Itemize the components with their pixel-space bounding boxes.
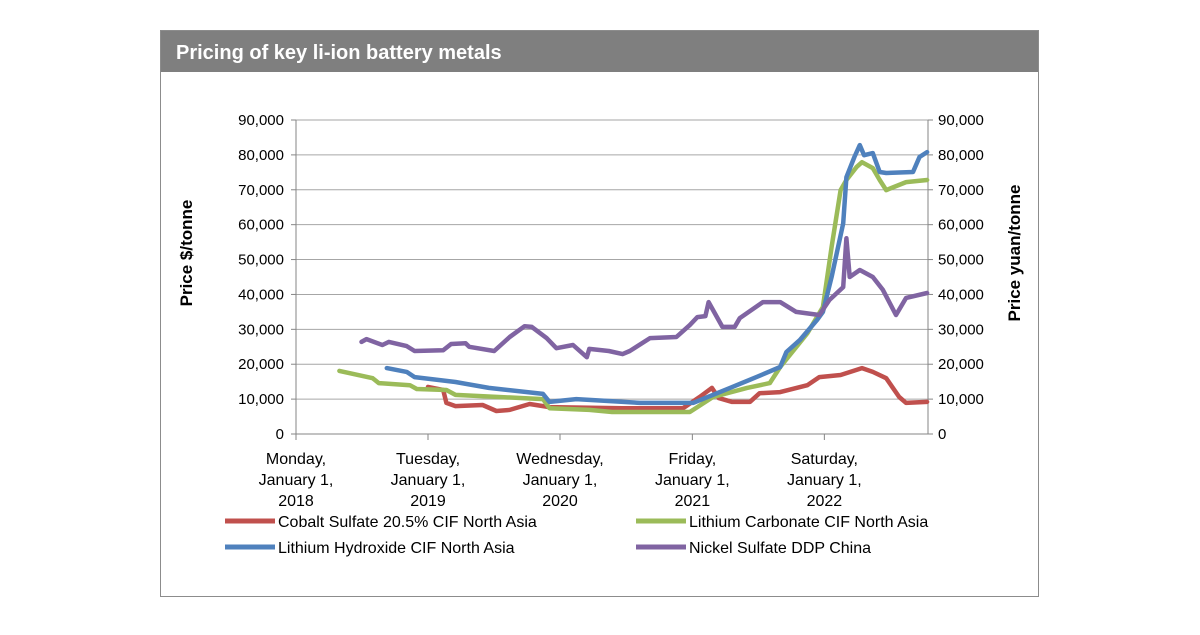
x-tick-label-line: January 1, (391, 472, 466, 489)
y-tick-label-right: 20,000 (938, 356, 984, 373)
x-tick-label-line: January 1, (523, 472, 598, 489)
x-tick-label-line: 2021 (675, 493, 711, 510)
y-tick-label-right: 90,000 (938, 112, 984, 129)
y-tick-label-right: 60,000 (938, 217, 984, 234)
title-bar (161, 31, 1038, 72)
x-tick-label: Monday, January 1, 2018 (259, 451, 334, 510)
x-tick-label: Friday, January 1, 2021 (655, 451, 730, 510)
y-tick-label-right: 50,000 (938, 252, 984, 269)
y-tick-label-right: 80,000 (938, 147, 984, 164)
y-axis-title-left: Price $/tonne (177, 200, 196, 307)
y-tick-label-left: 50,000 (238, 252, 284, 269)
y-tick-label-right: 70,000 (938, 182, 984, 199)
y-tick-label-right: 0 (938, 426, 946, 443)
y-tick-label-left: 90,000 (238, 112, 284, 129)
legend-label: Nickel Sulfate DDP China (689, 540, 871, 557)
x-tick-label: Saturday, January 1, 2022 (787, 451, 862, 510)
y-tick-label-left: 70,000 (238, 182, 284, 199)
series-line (359, 236, 930, 360)
x-tick-label-line: Friday, (669, 451, 717, 468)
y-axis-title-right: Price yuan/tonne (1005, 185, 1024, 322)
chart-frame (160, 30, 1039, 597)
y-tick-label-left: 0 (276, 426, 284, 443)
series-line (384, 142, 930, 406)
x-tick-label-line: Saturday, (791, 451, 858, 468)
x-tick-label-line: Wednesday, (516, 451, 603, 468)
y-tick-label-right: 30,000 (938, 321, 984, 338)
y-tick-label-left: 40,000 (238, 286, 284, 303)
y-tick-label-right: 40,000 (938, 286, 984, 303)
y-tick-label-left: 30,000 (238, 321, 284, 338)
x-tick-label-line: January 1, (655, 472, 730, 489)
legend-label: Lithium Hydroxide CIF North Asia (278, 540, 515, 557)
y-tick-label-left: 60,000 (238, 217, 284, 234)
series-line (337, 159, 930, 415)
x-tick-label-line: 2020 (542, 493, 578, 510)
legend-label: Lithium Carbonate CIF North Asia (689, 514, 928, 531)
y-tick-label-left: 20,000 (238, 356, 284, 373)
x-tick-label-line: January 1, (259, 472, 334, 489)
x-tick-label-line: Monday, (266, 451, 326, 468)
chart-title: Pricing of key li-ion battery metals (176, 42, 502, 64)
x-tick-label: Wednesday, January 1, 2020 (516, 451, 603, 510)
x-tick-label: Tuesday, January 1, 2019 (391, 451, 466, 510)
legend-label: Cobalt Sulfate 20.5% CIF North Asia (278, 514, 537, 531)
x-tick-label-line: January 1, (787, 472, 862, 489)
y-tick-label-left: 80,000 (238, 147, 284, 164)
x-tick-label-line: 2018 (278, 493, 314, 510)
x-tick-label-line: 2022 (807, 493, 843, 510)
y-tick-label-right: 10,000 (938, 391, 984, 408)
x-tick-label-line: Tuesday, (396, 451, 460, 468)
series-line (425, 365, 930, 414)
x-tick-label-line: 2019 (410, 493, 446, 510)
y-tick-label-left: 10,000 (238, 391, 284, 408)
